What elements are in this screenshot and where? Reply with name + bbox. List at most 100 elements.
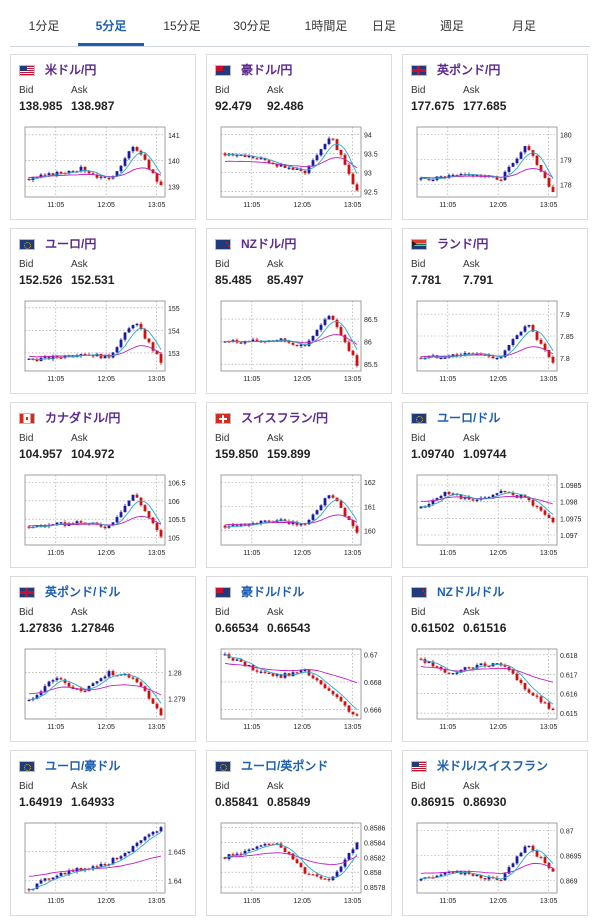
tab-5min[interactable]: 5分足 <box>78 10 144 46</box>
x-tick-label: 11:05 <box>47 550 64 557</box>
pair-title-link[interactable]: 英ポンド/ドル <box>45 585 121 599</box>
candle-body <box>255 339 259 342</box>
candle-body <box>287 673 291 677</box>
pair-title-link[interactable]: ランド/円 <box>437 237 489 251</box>
candle-body <box>551 356 555 363</box>
tab-daily[interactable]: 日足 <box>371 19 396 33</box>
tab-30min[interactable]: 30分足 <box>233 19 271 33</box>
candle-body <box>115 857 119 860</box>
flag-us-icon <box>19 65 35 76</box>
rate-card-nzdjpy[interactable]: NZドル/円 Bid Ask 85.485 85.497 86.5 86 85.5 11:05 1… <box>206 228 392 394</box>
y-tick-label: 139 <box>168 185 180 192</box>
rate-card-audusd[interactable]: 豪ドル/ドル Bid Ask 0.66534 0.66543 0.67 0.668 0.666… <box>206 576 392 742</box>
x-tick-label: 13:05 <box>148 898 166 905</box>
tab-1min[interactable]: 1分足 <box>28 19 60 33</box>
ask-label: Ask <box>71 781 88 792</box>
candle-body <box>439 666 443 670</box>
tab-1hour[interactable]: 1時間足 <box>304 19 348 33</box>
candle-body <box>287 851 291 854</box>
pair-title-link[interactable]: ユーロ/ドル <box>437 411 501 425</box>
candle-body <box>515 335 519 340</box>
candle-body <box>139 840 143 843</box>
pair-title-link[interactable]: NZドル/円 <box>241 237 297 251</box>
pair-title-link[interactable]: カナダドル/円 <box>45 411 121 425</box>
rate-card-usdchf[interactable]: 米ドル/スイスフラン Bid Ask 0.86915 0.86930 0.87 0.8695… <box>402 750 588 916</box>
y-tick-label: 178 <box>560 183 572 190</box>
candle-body <box>111 671 115 676</box>
rate-card-eurjpy[interactable]: ユーロ/円 Bid Ask 152.526 152.531 155 154 153 11:05 1… <box>10 228 196 394</box>
candle-body <box>347 853 351 860</box>
candle-body <box>259 158 263 160</box>
candle-body <box>147 511 151 518</box>
candle-body <box>495 877 499 880</box>
x-tick-label: 12:05 <box>489 898 507 905</box>
rate-card-eurgbp[interactable]: ユーロ/英ポンド Bid Ask 0.85841 0.85849 0.8586 0.8584… <box>206 750 392 916</box>
candle-body <box>39 174 43 178</box>
ask-value: 152.531 <box>71 273 115 287</box>
price-chart: 0.67 0.668 0.666 11:05 12:05 13:05 <box>220 648 382 731</box>
candle-body <box>103 176 107 178</box>
ask-label: Ask <box>267 259 284 270</box>
rate-card-cadjpy[interactable]: カナダドル/円 Bid Ask 104.957 104.972 106.5 106 105.5… <box>10 402 196 568</box>
candle-body <box>119 856 123 859</box>
ask-value: 0.61516 <box>463 621 507 635</box>
candle-body <box>455 672 459 674</box>
candle-body <box>95 866 99 868</box>
pair-title-link[interactable]: 豪ドル/円 <box>241 63 293 77</box>
plot-area <box>24 474 166 546</box>
candle-body <box>447 872 451 874</box>
candle-body <box>323 319 327 325</box>
ask-label: Ask <box>71 85 88 96</box>
rate-card-nzdusd[interactable]: NZドル/ドル Bid Ask 0.61502 0.61516 0.618 0.617 0.6… <box>402 576 588 742</box>
candle-body <box>323 144 327 150</box>
candle-body <box>339 327 343 336</box>
pair-title-link[interactable]: 英ポンド/円 <box>437 63 501 77</box>
pair-title-link[interactable]: ユーロ/円 <box>45 237 97 251</box>
candle-body <box>299 670 303 673</box>
rate-card-audjpy[interactable]: 豪ドル/円 Bid Ask 92.479 92.486 94 93.5 93 92.5 11:05… <box>206 54 392 220</box>
candle-body <box>539 696 543 703</box>
rate-card-gbpjpy[interactable]: 英ポンド/円 Bid Ask 177.675 177.685 180 179 178 11:05… <box>402 54 588 220</box>
x-tick-label: 11:05 <box>439 550 456 557</box>
candle-body <box>143 505 147 512</box>
bid-label: Bid <box>411 607 426 618</box>
candle-body <box>155 831 159 833</box>
candle-body <box>319 680 323 685</box>
candle-body <box>43 174 47 176</box>
candle-body <box>439 874 443 876</box>
candle-body <box>299 344 303 347</box>
candle-body <box>91 683 95 686</box>
candle-body <box>59 357 63 359</box>
pair-title-link[interactable]: ユーロ/豪ドル <box>45 759 121 773</box>
ask-value: 177.685 <box>463 99 507 113</box>
tab-15min[interactable]: 15分足 <box>163 19 201 33</box>
tab-weekly[interactable]: 週足 <box>439 19 464 33</box>
x-tick-label: 11:05 <box>243 724 260 731</box>
rate-card-gbpusd[interactable]: 英ポンド/ドル Bid Ask 1.27836 1.27846 1.28 1.279 11:0… <box>10 576 196 742</box>
rate-card-zarjpy[interactable]: ランド/円 Bid Ask 7.781 7.791 7.9 7.85 7.8 11:05 12:0… <box>402 228 588 394</box>
candle-body <box>159 181 163 186</box>
rate-card-usdjpy[interactable]: 米ドル/円 Bid Ask 138.985 138.987 141 140 139 11:05 1… <box>10 54 196 220</box>
pair-title-link[interactable]: 米ドル/円 <box>45 63 97 77</box>
moving-average-short <box>28 500 162 529</box>
candle-body <box>55 355 59 358</box>
tab-monthly[interactable]: 月足 <box>511 19 536 33</box>
pair-title-link[interactable]: 米ドル/スイスフラン <box>437 759 548 773</box>
candle-body <box>135 842 139 847</box>
pair-title-link[interactable]: NZドル/ドル <box>437 585 505 599</box>
candle-body <box>519 331 523 336</box>
pair-title-link[interactable]: 豪ドル/ドル <box>241 585 305 599</box>
candle-body <box>159 827 163 832</box>
candle-body <box>131 846 135 852</box>
rate-card-euraud[interactable]: ユーロ/豪ドル Bid Ask 1.64919 1.64933 1.645 1.64 11:0… <box>10 750 196 916</box>
pair-title-link[interactable]: ユーロ/英ポンド <box>241 759 329 773</box>
candle-body <box>467 352 471 355</box>
candle-body <box>475 353 479 355</box>
rate-card-eurusd[interactable]: ユーロ/ドル Bid Ask 1.09740 1.09744 1.0985 1.098 1.0… <box>402 402 588 568</box>
rate-card-chfjpy[interactable]: スイスフラン/円 Bid Ask 159.850 159.899 162 161 160 11:… <box>206 402 392 568</box>
y-tick-label: 1.097 <box>560 533 578 540</box>
moving-average-short <box>224 143 358 174</box>
price-chart: 94 93.5 93 92.5 11:05 12:05 13:05 <box>220 126 378 209</box>
plot-area <box>220 126 362 198</box>
pair-title-link[interactable]: スイスフラン/円 <box>241 411 328 425</box>
